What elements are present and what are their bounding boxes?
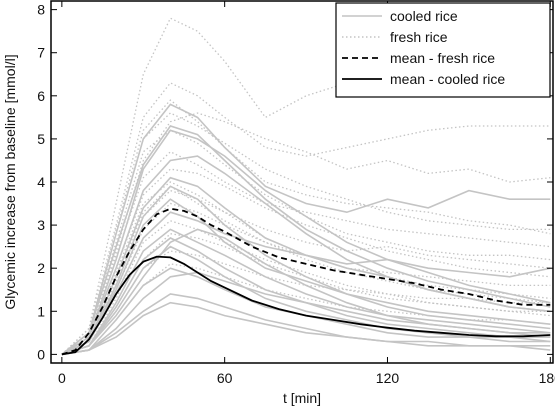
- legend-box: [335, 2, 551, 98]
- legend-label: cooled rice: [390, 8, 458, 24]
- fresh-rice-trace: [61, 82, 551, 355]
- legend: cooled rice fresh rice mean - fresh rice me…: [335, 2, 551, 98]
- y-tick-label: 2: [37, 260, 45, 276]
- fresh-rice-trace: [61, 168, 551, 355]
- cooled-rice-trace: [61, 185, 551, 356]
- cooled-rice-trace: [61, 228, 551, 356]
- y-tick-label: 8: [37, 2, 45, 18]
- x-axis-label: t [min]: [283, 390, 321, 406]
- x-tick-label: 0: [58, 370, 66, 386]
- x-tick-label: 120: [376, 370, 400, 386]
- y-tick-label: 7: [37, 45, 45, 61]
- y-tick-label: 4: [37, 174, 45, 190]
- x-tick-label: 60: [217, 370, 233, 386]
- cooled-rice-trace: [61, 271, 551, 356]
- y-tick-label: 1: [37, 303, 45, 319]
- cooled-rice-trace: [61, 103, 551, 356]
- mean-fresh-rice-line: [61, 207, 551, 356]
- cooled-rice-trace: [61, 267, 551, 356]
- cooled-rice-trace: [61, 211, 551, 356]
- y-axis-label: Glycemic increase from baseline [mmol/l]: [2, 54, 18, 309]
- cooled-rice-trace: [61, 155, 551, 356]
- legend-label: mean - fresh rice: [390, 50, 495, 66]
- fresh-rice-trace: [61, 263, 551, 356]
- fresh-rice-trace: [61, 129, 551, 355]
- x-tick-label: 180: [539, 370, 555, 386]
- fresh-rice-trace: [61, 99, 551, 355]
- fresh-rice-trace: [61, 17, 551, 355]
- legend-label: fresh rice: [390, 29, 448, 45]
- cooled-rice-trace: [61, 198, 551, 356]
- axis-ticks: 0 1 2 3 4 5 6 7 8 0 60 120 180: [37, 1, 555, 386]
- fresh-rice-trace: [61, 202, 551, 355]
- y-tick-label: 6: [37, 88, 45, 104]
- y-tick-label: 3: [37, 217, 45, 233]
- fresh-rice-trace: [61, 189, 551, 355]
- y-tick-label: 0: [37, 346, 45, 362]
- cooled-rice-trace: [61, 293, 551, 356]
- fresh-rice-trace: [61, 250, 551, 356]
- legend-label: mean - cooled rice: [390, 71, 505, 87]
- fresh-rice-trace: [61, 112, 551, 355]
- fresh-rice-trace: [61, 181, 551, 355]
- cooled-rice-trace: [61, 125, 551, 356]
- cooled-rice-trace: [61, 301, 551, 356]
- fresh-rice-trace: [61, 233, 551, 356]
- individual-traces: [61, 17, 551, 356]
- cooled-rice-trace: [61, 129, 551, 356]
- mean-cooled-rice-line: [61, 255, 551, 356]
- y-tick-label: 5: [37, 131, 45, 147]
- mean-lines: [61, 207, 551, 356]
